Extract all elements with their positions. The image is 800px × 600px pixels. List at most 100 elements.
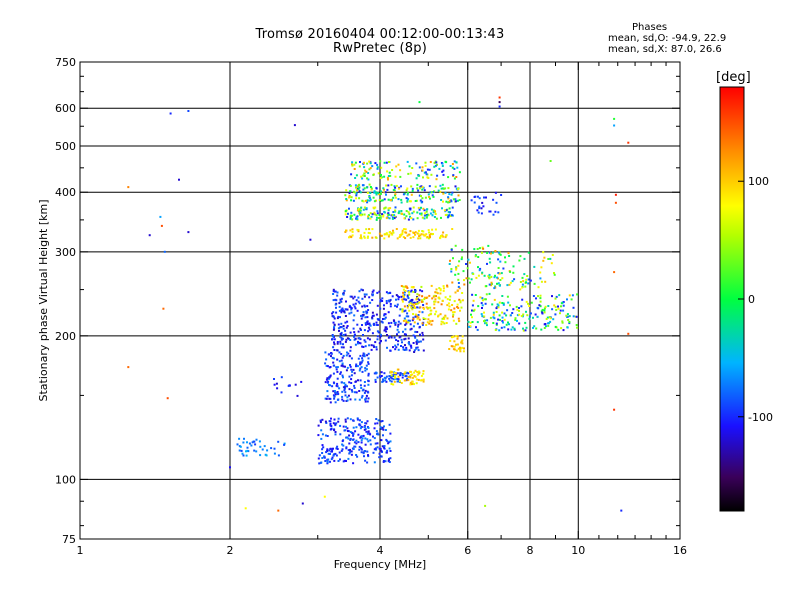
data-point <box>527 282 530 285</box>
data-point <box>430 173 433 176</box>
data-point <box>428 168 431 171</box>
data-point <box>389 199 392 202</box>
data-point <box>403 291 406 294</box>
data-point <box>378 456 381 459</box>
data-point <box>494 329 497 331</box>
data-point <box>481 251 483 254</box>
data-point <box>448 348 451 350</box>
data-point <box>492 198 495 201</box>
data-point <box>394 376 397 379</box>
data-point <box>457 317 460 320</box>
data-point <box>384 429 387 431</box>
data-point <box>477 256 480 258</box>
data-point <box>332 361 335 364</box>
data-point <box>420 300 423 303</box>
data-point <box>439 190 442 193</box>
data-point <box>342 292 345 295</box>
data-point <box>560 305 562 308</box>
data-point <box>383 304 385 307</box>
data-point <box>330 417 332 420</box>
data-point <box>433 165 436 168</box>
data-point <box>333 317 336 320</box>
data-point <box>411 380 414 383</box>
data-point <box>413 335 416 338</box>
data-point <box>478 205 481 208</box>
data-point <box>375 191 378 194</box>
data-point <box>413 321 416 324</box>
data-point <box>394 209 397 212</box>
data-point <box>380 455 383 458</box>
data-point <box>442 235 445 238</box>
data-point <box>350 211 353 214</box>
data-point <box>355 426 358 429</box>
data-point <box>422 349 425 352</box>
data-point <box>329 401 332 404</box>
data-point <box>474 294 477 296</box>
data-point <box>334 401 337 404</box>
y-tick-label: 750 <box>55 56 76 69</box>
data-point <box>375 371 378 374</box>
data-point <box>423 214 426 217</box>
data-point <box>394 186 397 189</box>
data-point <box>433 294 436 297</box>
data-point <box>409 236 412 239</box>
data-point <box>381 321 384 324</box>
data-point <box>475 276 478 279</box>
data-point <box>360 448 363 451</box>
data-point <box>358 419 361 422</box>
data-point <box>336 341 339 343</box>
data-point <box>401 310 404 313</box>
data-point <box>475 326 477 329</box>
data-point <box>513 327 516 330</box>
data-point <box>346 385 348 388</box>
data-point <box>393 214 396 217</box>
data-point <box>447 308 450 311</box>
data-point <box>352 434 355 437</box>
data-point <box>512 308 515 311</box>
data-point <box>369 443 372 446</box>
data-point <box>455 343 457 346</box>
data-point <box>469 281 471 284</box>
data-point <box>335 384 338 387</box>
data-point <box>332 311 335 314</box>
data-point <box>393 189 396 192</box>
data-point <box>437 301 440 304</box>
data-point <box>359 342 362 345</box>
data-point <box>382 187 385 190</box>
data-point <box>416 371 419 373</box>
data-point <box>483 196 485 199</box>
data-point <box>400 295 403 298</box>
data-point <box>283 443 286 446</box>
data-point <box>380 449 382 452</box>
data-point <box>337 417 340 420</box>
data-point <box>359 191 362 194</box>
data-point <box>248 442 251 445</box>
data-point <box>498 96 501 99</box>
data-point <box>300 380 303 383</box>
data-point <box>356 218 359 221</box>
data-point <box>418 326 421 329</box>
data-point <box>349 346 352 349</box>
data-point <box>485 285 488 288</box>
data-point <box>394 375 397 378</box>
data-point <box>399 335 402 338</box>
data-point <box>341 398 344 401</box>
data-point <box>340 364 343 367</box>
data-point <box>362 200 365 203</box>
data-point <box>378 447 381 450</box>
data-point <box>406 193 409 196</box>
data-point <box>357 188 360 191</box>
data-point <box>367 217 370 220</box>
data-point <box>384 326 387 329</box>
data-point <box>333 418 336 421</box>
data-point <box>375 218 378 221</box>
data-point <box>364 459 367 462</box>
data-point <box>543 309 546 312</box>
data-point <box>349 349 352 352</box>
data-point <box>344 420 347 423</box>
data-point <box>375 418 378 420</box>
data-point <box>331 356 334 359</box>
data-point <box>419 289 422 292</box>
data-point <box>419 185 422 188</box>
data-point <box>568 321 571 323</box>
